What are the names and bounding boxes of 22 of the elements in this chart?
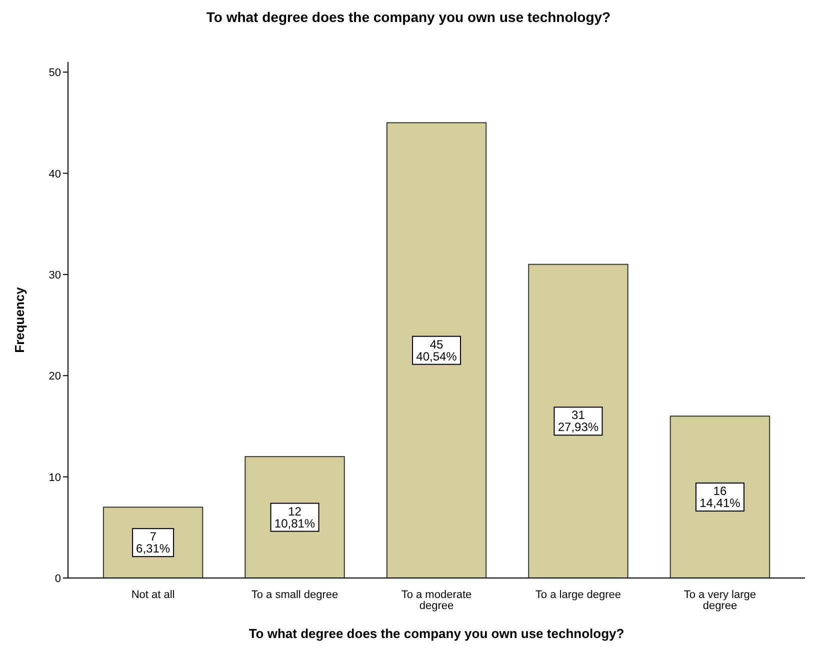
x-tick-label: To a small degree xyxy=(251,589,338,601)
chart-title: To what degree does the company you own use technology? xyxy=(206,9,611,25)
y-axis-title: Frequency xyxy=(12,286,27,353)
data-label: 31 27,93% xyxy=(558,408,599,434)
data-label: 7 6,31% xyxy=(136,530,170,556)
y-tick-label: 20 xyxy=(48,370,61,383)
y-tick-label: 50 xyxy=(48,67,61,80)
y-tick-label: 0 xyxy=(54,573,61,585)
y-tick-label: 30 xyxy=(48,269,61,282)
y-tick-label: 10 xyxy=(48,472,61,484)
x-tick-label: To a very large degree xyxy=(684,589,756,612)
y-tick-label: 40 xyxy=(48,168,61,180)
x-tick-label: To a large degree xyxy=(535,589,622,601)
bar xyxy=(386,122,487,578)
x-tick-label: To a moderate degree xyxy=(401,589,472,612)
bar xyxy=(670,416,770,578)
x-tick-label: Not at all xyxy=(131,589,175,601)
data-label: 45 40,54% xyxy=(416,337,458,364)
data-label: 16 14,41% xyxy=(700,484,741,510)
data-label: 12 10,81% xyxy=(274,504,316,530)
bar xyxy=(528,264,628,578)
x-axis-title: To what degree does the company you own use technology? xyxy=(248,626,624,641)
